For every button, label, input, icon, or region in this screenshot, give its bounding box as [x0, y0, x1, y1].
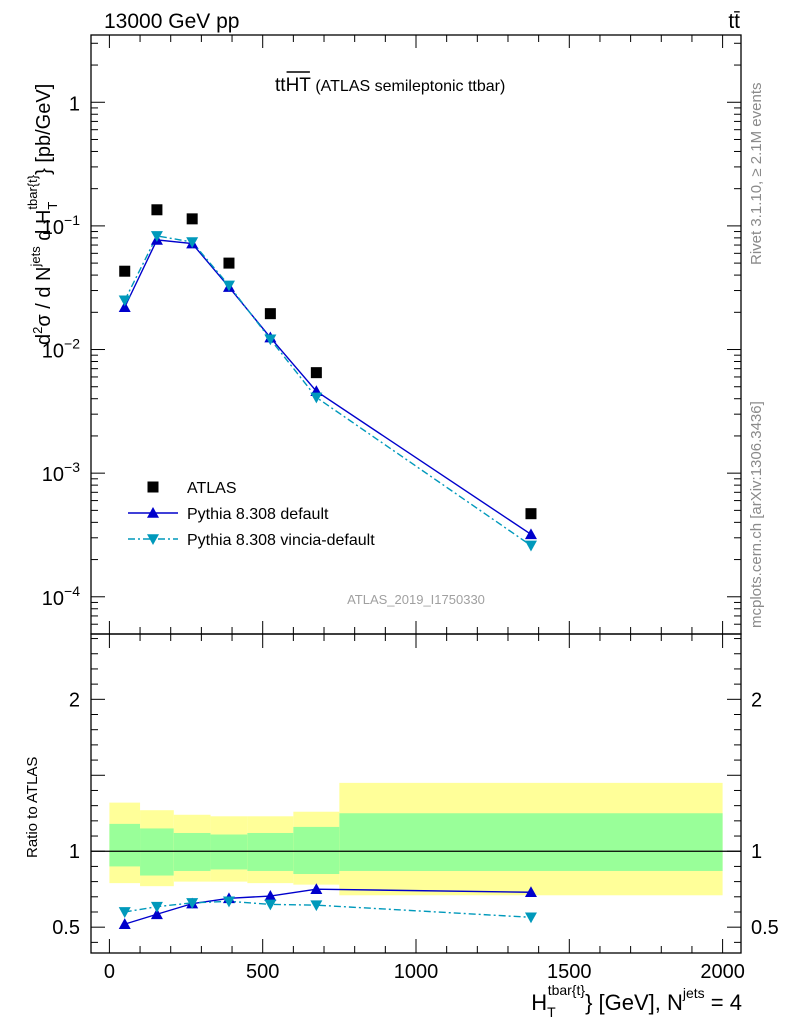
ratio-point-0-6 [524, 886, 537, 898]
legend-label-1: Pythia 8.308 default [187, 506, 329, 523]
main-series-line-1 [124, 239, 532, 535]
ratio-ytick-label-1: 1 [69, 841, 80, 863]
main-panel-axes: 10−4 10−3 10−2 10−1 1 [42, 34, 742, 635]
legend-label-0: ATLAS [187, 480, 237, 497]
ratio-point-1-4 [264, 899, 277, 911]
main-point-0-0 [119, 265, 131, 277]
ratio-band-inner-3 [210, 834, 248, 870]
plot-title-suffix: (ATLAS semileptonic ttbar) [311, 78, 505, 95]
ratio-point-0-5 [310, 883, 323, 894]
ratio-panel-markers [118, 883, 537, 929]
main-point-2-2 [186, 237, 199, 249]
rivet-version-label: Rivet 3.1.10, ≥ 2.1M events [748, 83, 765, 266]
main-ytick-label-3: 10−1 [42, 212, 80, 239]
y-axis-label-ratio: Ratio to ATLAS [24, 757, 41, 858]
ratio-ytick-label-0: 0.5 [52, 917, 80, 939]
ratio-band-inner-1 [140, 828, 174, 876]
ratio-ytick-label-right-2: 2 [751, 689, 762, 711]
ratio-ytick-label-2: 2 [69, 689, 80, 711]
legend: ATLAS Pythia 8.308 default Pythia 8.308 vi… [128, 480, 375, 549]
ratio-xtick-label-4: 2000 [700, 961, 745, 983]
process-label: tt̄ [728, 10, 740, 33]
energy-label: 13000 GeV pp [104, 10, 239, 33]
main-point-0-1 [151, 204, 163, 216]
ratio-point-1-1 [150, 901, 163, 913]
legend-marker-1 [147, 507, 159, 518]
ratio-xtick-label-2: 1000 [394, 961, 439, 983]
main-point-0-5 [310, 367, 322, 379]
main-ytick-label-0: 10−4 [42, 583, 80, 610]
main-panel-lines [124, 235, 532, 547]
ratio-point-0-1 [150, 908, 163, 920]
main-ytick-label-1: 10−3 [42, 459, 80, 486]
ratio-point-0-0 [118, 918, 131, 929]
ratio-point-1-5 [310, 900, 323, 912]
ratio-point-1-0 [118, 907, 131, 918]
main-series-line-2 [124, 235, 532, 547]
ratio-band-inner-6 [339, 813, 723, 871]
x-axis-label: HTtbar{t}} [GeV], Njets = 4 [531, 982, 742, 1020]
ratio-xtick-label-3: 1500 [547, 961, 592, 983]
ratio-point-0-4 [264, 890, 277, 901]
main-point-2-1 [150, 231, 163, 242]
ratio-ytick-label-right-1: 1 [751, 841, 762, 863]
ratio-band-inner-5 [293, 826, 340, 875]
plot-title-overline: HT [286, 75, 312, 96]
main-ytick-label-4: 1 [69, 93, 80, 115]
main-point-1-0 [118, 301, 131, 312]
main-point-0-2 [186, 213, 198, 225]
legend-marker-0 [147, 481, 159, 493]
legend-label-2: Pythia 8.308 vincia-default [187, 532, 375, 549]
ratio-band-inner-0 [109, 823, 141, 867]
main-point-0-6 [525, 508, 537, 520]
main-point-0-3 [223, 257, 235, 269]
main-point-2-0 [118, 295, 131, 307]
ratio-band-inner-2 [173, 832, 211, 871]
y-axis-label-main: d2σ / d Njets d HTtbar{t}} [pb/GeV] [25, 84, 60, 345]
ratio-panel-axes: 0 500 1000 1500 2000 0.5 0.5 1 1 2 2 [52, 633, 779, 983]
main-point-2-6 [524, 540, 537, 552]
main-ytick-label-2: 10−2 [42, 336, 80, 363]
analysis-id-label: ATLAS_2019_I1750330 [347, 592, 485, 607]
ratio-xtick-label-1: 500 [246, 961, 279, 983]
ratio-point-1-3 [222, 896, 235, 908]
legend-marker-2 [147, 534, 159, 545]
ratio-band-inner-4 [247, 832, 294, 871]
main-point-0-4 [264, 308, 276, 320]
mcplots-reference-label: mcplots.cern.ch [arXiv:1306.3436] [748, 401, 765, 628]
ratio-series-line-1 [124, 900, 532, 919]
main-point-2-5 [310, 392, 323, 404]
ratio-uncertainty-bands [91, 782, 741, 896]
ratio-xtick-label-0: 0 [104, 961, 115, 983]
svg-text:ttHT (ATLAS semileptonic ttbar: ttHT (ATLAS semileptonic ttbar) [275, 75, 505, 96]
ratio-point-1-2 [186, 898, 199, 909]
ratio-ytick-label-right-0: 0.5 [751, 917, 779, 939]
plot-title: ttHT (ATLAS semileptonic ttbar) [275, 71, 505, 96]
main-panel-markers [118, 204, 537, 552]
main-point-2-4 [264, 334, 277, 346]
main-point-1-6 [524, 528, 537, 540]
plot-title-main: tt [275, 75, 286, 96]
main-point-2-3 [222, 280, 235, 292]
ratio-point-1-6 [524, 912, 537, 924]
